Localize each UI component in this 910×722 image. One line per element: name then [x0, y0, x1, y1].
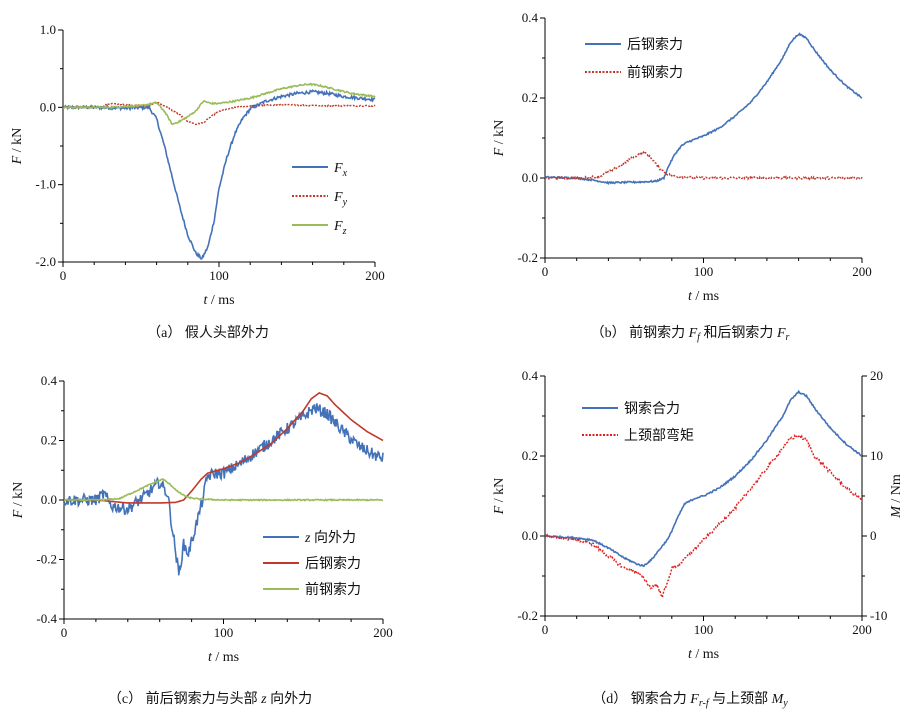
y2-tick-label: -10 — [870, 608, 887, 623]
y-tick-label: 0.4 — [522, 10, 539, 25]
y2-tick-label: 0 — [870, 528, 877, 543]
panel-a-head-external-force: 0 100 200 1.0 0.0 -1.0 -2.0 t / ms F / kN Fx Fy Fz （… — [10, 22, 385, 341]
x-axis-label: t / ms — [203, 293, 234, 308]
y-tick-label: 0.0 — [40, 99, 56, 114]
x-tick-label: 200 — [373, 625, 393, 640]
series-line-0 — [63, 403, 384, 576]
y-tick-label: -0.4 — [36, 611, 57, 626]
series-line-1 — [62, 101, 376, 126]
series-line-1 — [544, 433, 863, 600]
x-tick-label: 100 — [209, 268, 229, 283]
legend-label: 后钢索力 — [305, 555, 361, 572]
legend-label: 前钢索力 — [627, 64, 683, 81]
series-line-2 — [62, 82, 376, 126]
y-axis-label: F / kN — [10, 128, 25, 166]
series-line-0 — [544, 389, 863, 568]
legend-label: 钢索合力 — [624, 400, 680, 417]
y-tick-label: 0.0 — [522, 170, 538, 185]
y-tick-label: 0.0 — [41, 492, 57, 507]
y-tick-label: 0.2 — [522, 448, 538, 463]
legend-label: Fy — [333, 190, 348, 208]
legend-label: Fz — [333, 219, 347, 237]
y-tick-label: 0.2 — [522, 90, 538, 105]
panel-c-cable-and-z-force: 0 100 200 0.4 0.2 0.0 -0.2 -0.4 t / ms F / kN z 向外… — [11, 373, 393, 707]
y-tick-label: -2.0 — [35, 254, 56, 269]
y-tick-label: 0.4 — [41, 373, 58, 388]
y2-tick-label: 10 — [870, 448, 883, 463]
y-tick-label: 1.0 — [40, 22, 56, 37]
y2-axis-label: M / Nm — [889, 474, 904, 519]
x-axis-label: t / ms — [688, 647, 719, 662]
x-tick-label: 0 — [61, 625, 68, 640]
series-line-2 — [63, 477, 384, 502]
y-axis-label: F / kN — [11, 482, 26, 520]
legend-label: Fx — [333, 161, 348, 179]
x-tick-label: 100 — [694, 264, 714, 279]
y-tick-label: 0.0 — [522, 528, 538, 543]
x-tick-label: 0 — [60, 268, 67, 283]
panel-caption: （d） 钢索合力 Fr-f 与上颈部 My — [592, 690, 788, 709]
y2-tick-label: 20 — [870, 368, 883, 383]
panel-caption: （b） 前钢索力 Ff 和后钢索力 Fr — [591, 324, 790, 343]
y-tick-label: -1.0 — [35, 177, 56, 192]
y-axis-label: F / kN — [492, 120, 507, 158]
y-axis-label: F / kN — [492, 478, 507, 516]
x-tick-label: 100 — [694, 622, 714, 637]
panel-caption: （c） 前后钢索力与头部 z 向外力 — [108, 690, 312, 707]
series-line-1 — [544, 150, 863, 181]
y-tick-label: -0.2 — [517, 608, 538, 623]
x-tick-label: 0 — [542, 622, 549, 637]
y-tick-label: 0.2 — [41, 433, 57, 448]
legend-label: 前钢索力 — [305, 581, 361, 598]
y-tick-label: -0.2 — [517, 250, 538, 265]
x-tick-label: 200 — [852, 622, 872, 637]
series-line-1 — [64, 391, 384, 504]
x-tick-label: 100 — [214, 625, 234, 640]
legend-label: z 向外力 — [304, 530, 356, 546]
panel-b-front-rear-cable-force: 0 100 200 0.4 0.2 0.0 -0.2 t / ms F / kN 后钢索力前钢索力… — [492, 10, 872, 343]
legend-label: 上颈部弯矩 — [624, 427, 694, 444]
y-tick-label: -0.2 — [36, 552, 57, 567]
legend-label: 后钢索力 — [627, 36, 683, 53]
x-axis-label: t / ms — [208, 650, 239, 665]
x-tick-label: 0 — [542, 264, 549, 279]
panel-caption: （a） 假人头部外力 — [147, 325, 269, 341]
series-line-0 — [544, 32, 863, 186]
y-tick-label: 0.4 — [522, 368, 539, 383]
x-tick-label: 200 — [365, 268, 385, 283]
series-line-0 — [62, 89, 376, 260]
x-tick-label: 200 — [852, 264, 872, 279]
x-axis-label: t / ms — [688, 289, 719, 304]
